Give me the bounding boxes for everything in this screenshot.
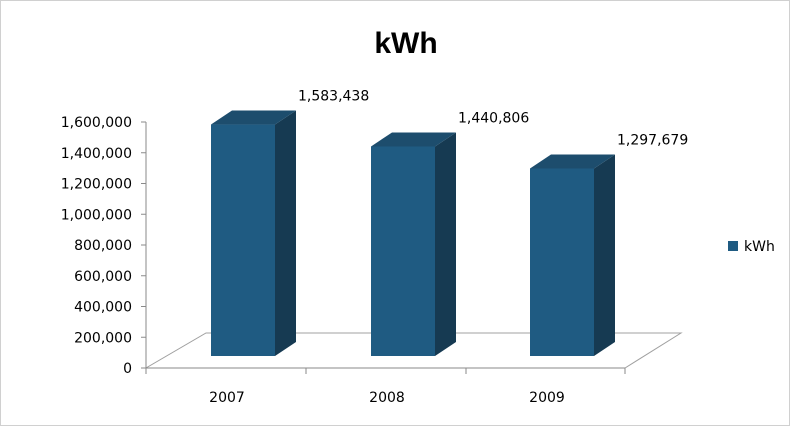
bar-side xyxy=(435,132,456,356)
y-tick-label: 1,400,000 xyxy=(61,146,132,162)
x-tick-label: 2008 xyxy=(369,390,405,406)
y-tick-label: 600,000 xyxy=(74,269,132,285)
bar-top xyxy=(211,110,296,125)
data-label: 1,583,438 xyxy=(298,89,369,105)
chart-title: kWh xyxy=(374,27,437,60)
x-axis: 2007 2008 2009 xyxy=(145,367,626,406)
bars xyxy=(211,110,615,356)
bar-top xyxy=(530,154,615,169)
bar-front xyxy=(530,168,594,356)
x-tick-label: 2007 xyxy=(209,390,245,406)
y-tick-label: 1,000,000 xyxy=(61,207,132,223)
y-tick-label: 0 xyxy=(123,361,132,377)
bar-front xyxy=(371,146,435,356)
y-tick-label: 1,600,000 xyxy=(61,115,132,131)
bar-side xyxy=(275,110,296,356)
bar xyxy=(530,154,615,356)
y-tick-label: 1,200,000 xyxy=(61,177,132,193)
data-labels: 1,583,438 1,440,806 1,297,679 xyxy=(298,89,688,149)
bar-side xyxy=(594,154,615,356)
bar-front xyxy=(211,124,275,356)
data-label: 1,440,806 xyxy=(458,110,529,126)
legend: kWh xyxy=(728,239,775,255)
legend-label: kWh xyxy=(744,239,775,255)
legend-swatch xyxy=(728,241,738,251)
x-tick-label: 2009 xyxy=(529,390,565,406)
bar xyxy=(211,110,296,356)
y-tick-label: 800,000 xyxy=(74,238,132,254)
y-tick-label: 200,000 xyxy=(74,330,132,346)
bar-top xyxy=(371,132,456,147)
y-tick-label: 400,000 xyxy=(74,300,132,316)
bar xyxy=(371,132,456,356)
data-label: 1,297,679 xyxy=(617,132,688,148)
y-axis: 0 200,000 400,000 600,000 800,000 1,000,000 1,… xyxy=(61,115,147,377)
